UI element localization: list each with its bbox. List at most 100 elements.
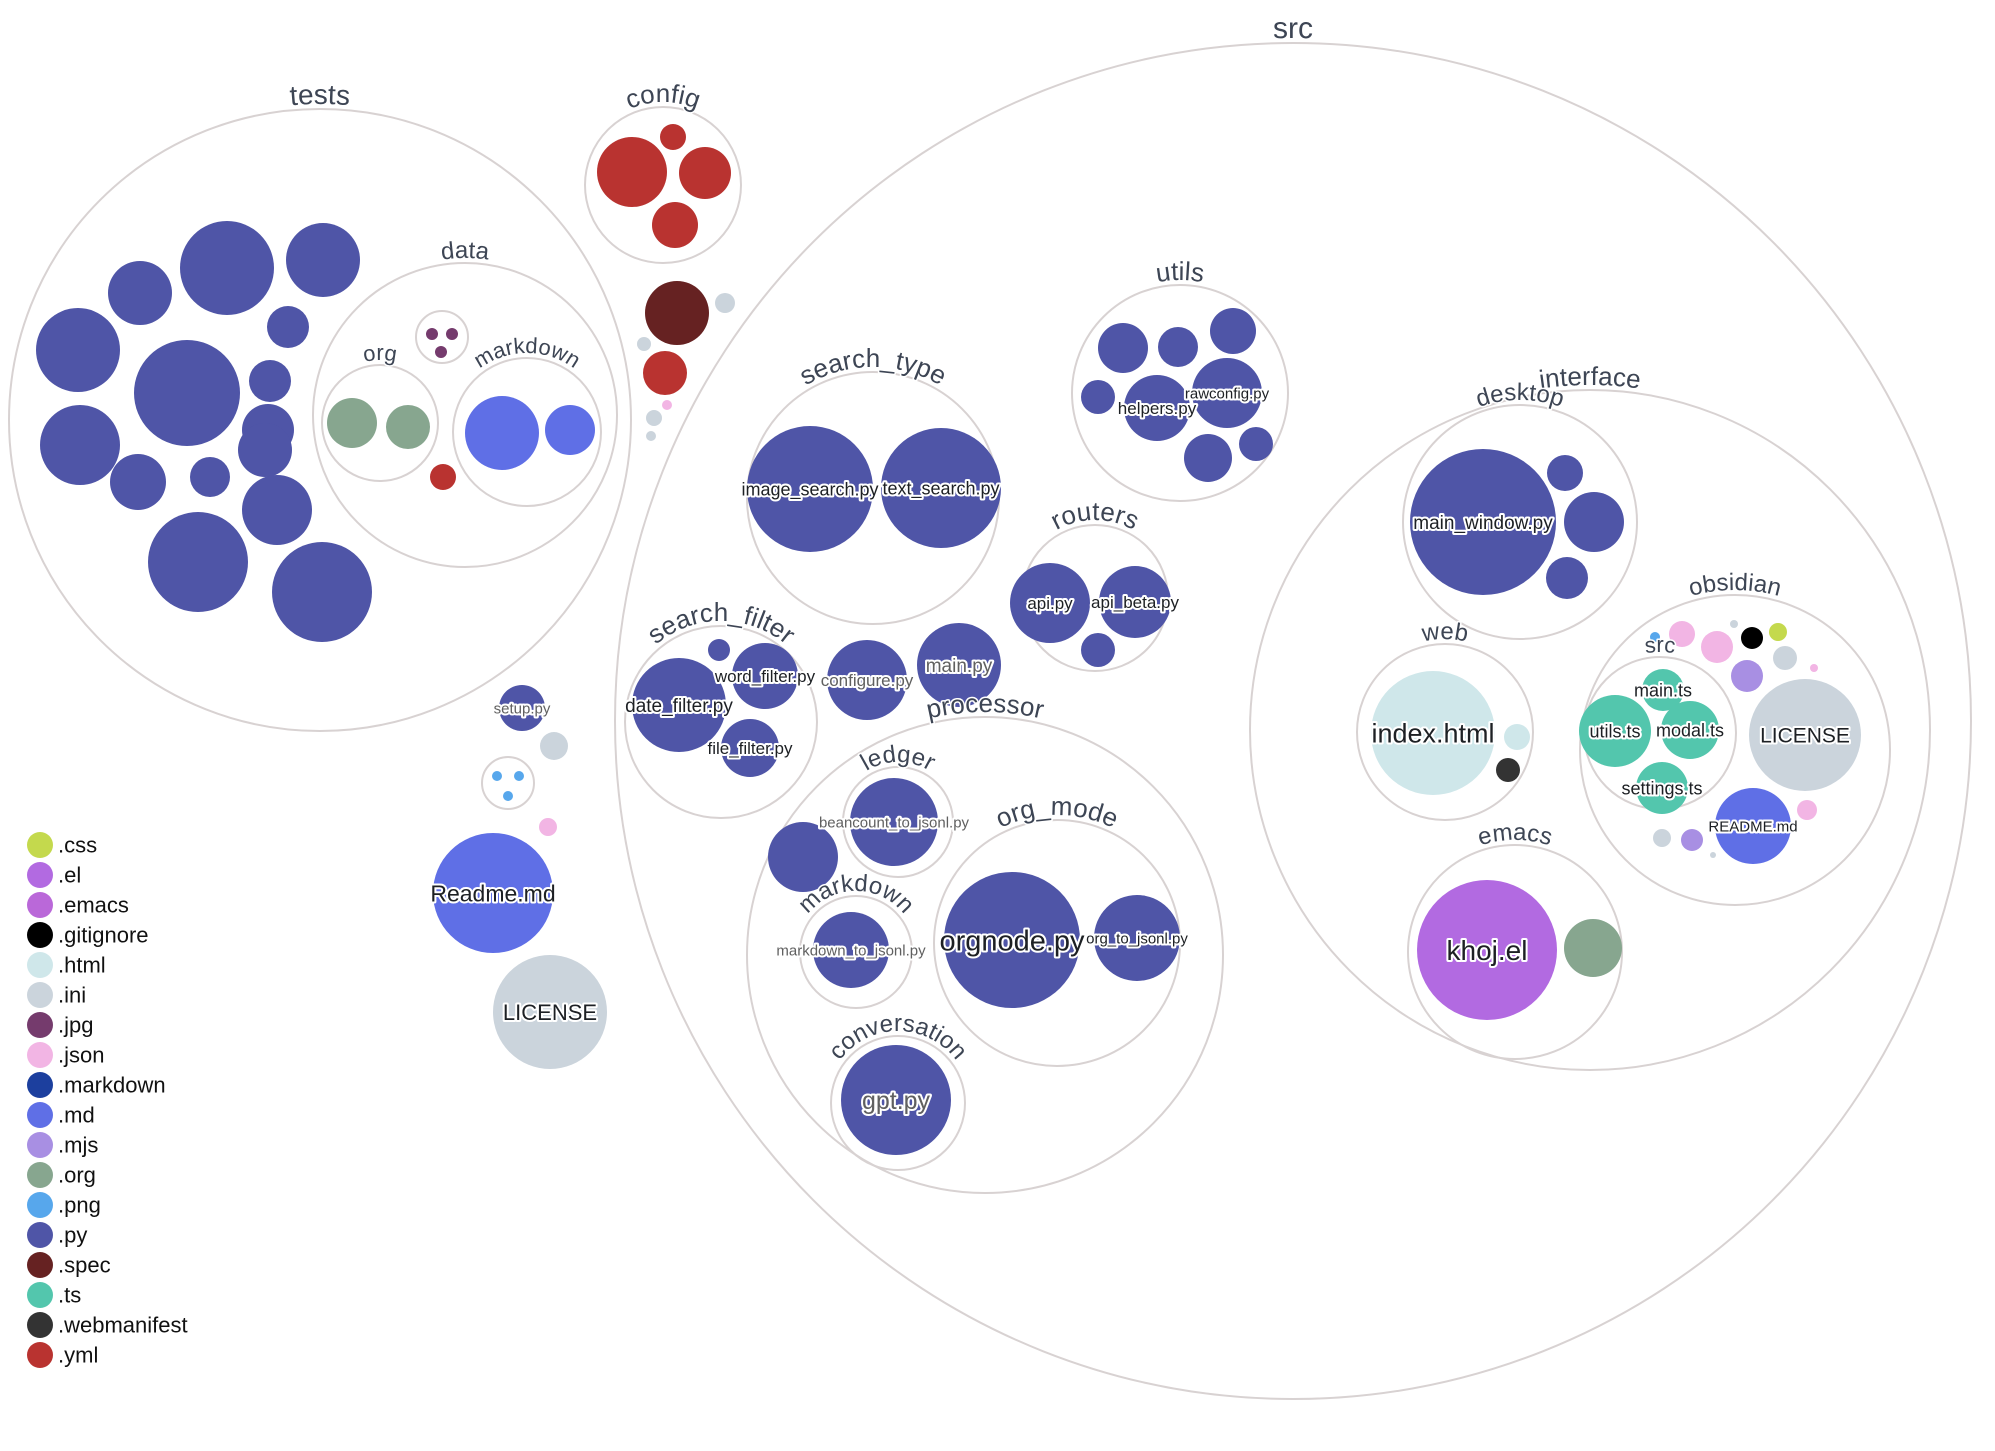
file-dot-yml[interactable]	[597, 137, 667, 207]
file-dot-png[interactable]	[1650, 632, 1660, 642]
folder-circle-root-png-group[interactable]	[481, 756, 535, 810]
folder-circle-src-utils[interactable]	[1071, 284, 1289, 502]
file-circle-word_filter.py[interactable]	[732, 643, 798, 709]
file-dot-yml[interactable]	[660, 124, 686, 150]
file-dot-py[interactable]	[249, 360, 291, 402]
file-dot-json[interactable]	[1669, 621, 1695, 647]
file-dot-json[interactable]	[1810, 664, 1818, 672]
file-dot-py[interactable]	[286, 223, 360, 297]
file-circle-setup.py[interactable]	[499, 685, 545, 731]
file-dot-py[interactable]	[1210, 308, 1256, 354]
file-dot-yml[interactable]	[652, 202, 698, 248]
file-circle-markdown_to_jsonl.py[interactable]	[813, 912, 889, 988]
file-dot-ini[interactable]	[1730, 620, 1738, 628]
folder-circle-src-processor[interactable]	[746, 716, 1224, 1194]
file-dot-mjs[interactable]	[1681, 829, 1703, 851]
folder-circle-tests-data[interactable]	[312, 262, 618, 568]
file-dot-ini[interactable]	[646, 431, 656, 441]
folder-circle-tests-data-jpg-group[interactable]	[415, 310, 469, 364]
file-circle-LICENSE[interactable]	[1749, 679, 1861, 791]
file-circle-orgnode.py[interactable]	[944, 872, 1080, 1008]
file-dot-py[interactable]	[1098, 323, 1148, 373]
folder-circle-src-processor-conversation[interactable]	[830, 1035, 966, 1171]
file-dot-py[interactable]	[148, 512, 248, 612]
file-dot-org[interactable]	[386, 405, 430, 449]
folder-circle-src-processor-org-mode[interactable]	[933, 819, 1181, 1067]
file-dot-md[interactable]	[545, 405, 595, 455]
file-circle-LICENSE[interactable]	[493, 955, 607, 1069]
folder-circle-src-interface-web[interactable]	[1356, 643, 1534, 821]
file-circle-api_beta.py[interactable]	[1099, 566, 1171, 638]
file-dot-py[interactable]	[1239, 427, 1273, 461]
file-dot-gitignore[interactable]	[1741, 627, 1763, 649]
file-circle-image_search.py[interactable]	[747, 426, 873, 552]
file-circle-text_search.py[interactable]	[881, 428, 1001, 548]
folder-circle-tests-data-org[interactable]	[321, 364, 439, 482]
file-dot-png[interactable]	[514, 771, 524, 781]
file-circle-khoj.el[interactable]	[1417, 880, 1557, 1020]
folder-circle-src-processor-ledger[interactable]	[842, 766, 954, 878]
file-dot-org[interactable]	[1564, 919, 1622, 977]
folder-circle-config[interactable]	[584, 106, 742, 264]
file-circle-api.py[interactable]	[1010, 563, 1090, 643]
file-dot-css[interactable]	[1769, 623, 1787, 641]
file-dot-html[interactable]	[1504, 724, 1530, 750]
file-dot-json[interactable]	[1701, 631, 1733, 663]
file-dot-py[interactable]	[108, 261, 172, 325]
file-dot-ini[interactable]	[1773, 646, 1797, 670]
file-dot-py[interactable]	[134, 340, 240, 446]
file-dot-py[interactable]	[1081, 633, 1115, 667]
file-dot-org[interactable]	[327, 398, 377, 448]
file-dot-ini[interactable]	[646, 410, 662, 426]
folder-circle-tests[interactable]	[8, 108, 632, 732]
file-dot-png[interactable]	[503, 791, 513, 801]
file-dot-py[interactable]	[768, 822, 838, 892]
file-dot-mjs[interactable]	[1731, 660, 1763, 692]
file-dot-yml[interactable]	[679, 147, 731, 199]
file-dot-json[interactable]	[539, 818, 557, 836]
file-dot-py[interactable]	[36, 308, 120, 392]
file-circle-helpers.py[interactable]	[1124, 375, 1190, 441]
file-dot-spec[interactable]	[645, 281, 709, 345]
file-dot-ini[interactable]	[637, 337, 651, 351]
file-dot-py[interactable]	[1564, 492, 1624, 552]
file-circle-configure.py[interactable]	[827, 640, 907, 720]
file-circle-modal.ts[interactable]	[1661, 701, 1719, 759]
file-dot-py[interactable]	[110, 454, 166, 510]
file-dot-py[interactable]	[1081, 380, 1115, 414]
folder-circle-src-interface-obsidian[interactable]	[1579, 594, 1891, 906]
folder-circle-src-search-filter[interactable]	[624, 625, 818, 819]
folder-circle-src-interface-emacs[interactable]	[1407, 844, 1623, 1060]
file-dot-md[interactable]	[465, 396, 539, 470]
file-circle-settings.ts[interactable]	[1636, 762, 1688, 814]
file-dot-py[interactable]	[190, 457, 230, 497]
file-dot-json[interactable]	[662, 400, 672, 410]
file-dot-py[interactable]	[40, 405, 120, 485]
file-dot-py[interactable]	[708, 639, 730, 661]
file-dot-py[interactable]	[1546, 557, 1588, 599]
file-circle-main.py[interactable]	[917, 623, 1001, 707]
file-circle-main_window.py[interactable]	[1410, 449, 1556, 595]
file-dot-jpg[interactable]	[446, 328, 458, 340]
file-dot-py[interactable]	[1547, 455, 1583, 491]
file-dot-py[interactable]	[1158, 327, 1198, 367]
file-circle-file_filter.py[interactable]	[721, 719, 779, 777]
file-circle-org_to_jsonl.py[interactable]	[1094, 895, 1180, 981]
file-dot-yml[interactable]	[430, 464, 456, 490]
file-circle-main.ts[interactable]	[1642, 669, 1684, 711]
file-dot-ini[interactable]	[1653, 829, 1671, 847]
file-circle-index.html[interactable]	[1371, 671, 1495, 795]
folder-circle-src-interface[interactable]	[1249, 389, 1931, 1071]
file-circle-beancount_to_jsonl.py[interactable]	[850, 778, 938, 866]
file-circle-utils.ts[interactable]	[1579, 695, 1651, 767]
file-dot-py[interactable]	[180, 221, 274, 315]
file-circle-date_filter.py[interactable]	[632, 658, 726, 752]
file-dot-yml[interactable]	[643, 351, 687, 395]
file-dot-json[interactable]	[1797, 800, 1817, 820]
file-circle-README.md[interactable]	[1715, 788, 1791, 864]
file-dot-ini[interactable]	[715, 293, 735, 313]
file-dot-jpg[interactable]	[426, 328, 438, 340]
file-circle-gpt.py[interactable]	[841, 1045, 951, 1155]
file-dot-ini[interactable]	[540, 732, 568, 760]
folder-circle-src-interface-desktop[interactable]	[1402, 404, 1638, 640]
